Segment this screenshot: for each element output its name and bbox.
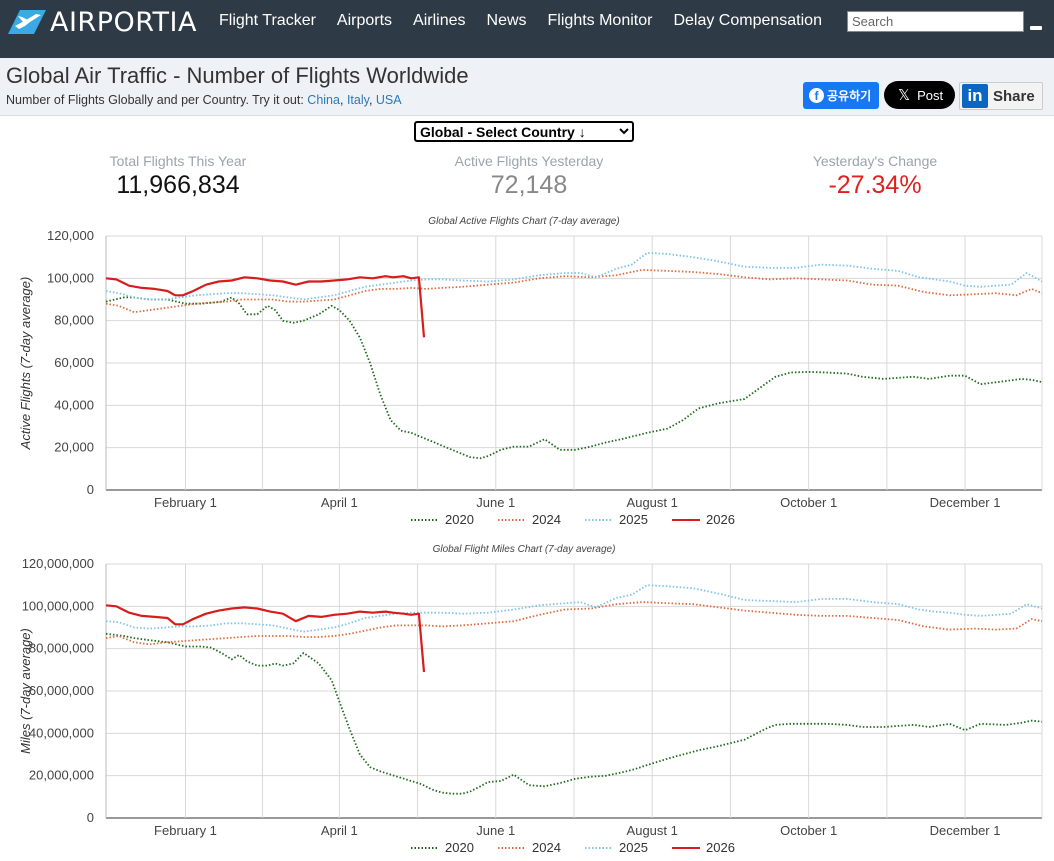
legend-item-2025[interactable]: 2025 [585,840,648,855]
y-axis-label: Active Flights (7-day average) [18,277,33,451]
y-tick-label: 20,000 [54,440,94,455]
y-tick-label: 0 [87,482,94,497]
x-tick-label: August 1 [627,495,678,510]
series-line-2026[interactable] [105,604,426,673]
legend-label: 2024 [532,840,561,855]
legend-label: 2020 [445,840,474,855]
stat-label: Yesterday's Change [812,153,938,169]
y-tick-label: 120,000 [47,228,94,243]
series-line-2025[interactable] [105,584,1043,633]
y-tick-label: 40,000,000 [29,725,94,740]
x-icon: 𝕏 [898,87,911,104]
country-select[interactable]: Global - Select Country ↓ [414,121,634,142]
legend-label: 2025 [619,512,648,527]
series-line-2024[interactable] [105,601,1043,646]
x-tick-label: June 1 [476,823,515,838]
x-tick-label: June 1 [476,495,515,510]
x-tick-label: February 1 [154,495,217,510]
stat-value: -27.34% [828,171,922,199]
legend-label: 2026 [706,512,735,527]
brand-name: AIRPORTIA [50,6,197,38]
x-post-button[interactable]: 𝕏 Post [884,81,955,109]
top-nav-bar: AIRPORTIA Flight Tracker Airports Airlin… [0,0,1054,58]
series-line-2026[interactable] [105,275,426,338]
nav-airlines[interactable]: Airlines [413,12,466,29]
x-tick-label: February 1 [154,823,217,838]
series-line-2020[interactable] [105,632,1043,795]
airplane-logo-icon [8,10,46,34]
stat-active-yesterday: Active Flights Yesterday 72,148 [409,153,649,200]
nav-news[interactable]: News [486,12,527,29]
facebook-icon: f [809,88,824,103]
chart-title: Global Active Flights Chart (7-day avera… [428,216,619,227]
x-tick-label: April 1 [321,495,358,510]
linkedin-share-button[interactable]: in Share [959,82,1043,110]
x-tick-label: August 1 [627,823,678,838]
link-china[interactable]: China [307,93,340,107]
link-italy[interactable]: Italy [346,93,369,107]
nav-flight-tracker[interactable]: Flight Tracker [219,12,316,29]
legend-item-2020[interactable]: 2020 [411,840,474,855]
y-tick-label: 100,000 [47,270,94,285]
chart-grid [105,235,1043,491]
legend-label: 2026 [706,840,735,855]
legend-item-2026[interactable]: 2026 [672,840,735,855]
x-tick-label: December 1 [930,823,1001,838]
y-axis-label: Miles (7-day average) [18,628,33,754]
chart-title: Global Flight Miles Chart (7-day average… [433,544,616,555]
link-usa[interactable]: USA [375,93,402,107]
stat-value: 72,148 [490,171,568,199]
linkedin-icon: in [962,84,988,108]
nav-flights-monitor[interactable]: Flights Monitor [547,12,653,29]
legend-label: 2024 [532,512,561,527]
y-tick-label: 60,000 [54,355,94,370]
x-tick-label: October 1 [780,495,837,510]
stat-label: Active Flights Yesterday [454,153,604,169]
facebook-share-button[interactable]: f 공유하기 [803,82,879,109]
y-tick-label: 80,000 [54,313,94,328]
flight-miles-chart[interactable]: Global Flight Miles Chart (7-day average… [0,538,1054,860]
menu-icon[interactable] [1030,26,1042,30]
main-nav: Flight Tracker Airports Airlines News Fl… [219,12,843,30]
brand-logo[interactable]: AIRPORTIA [6,6,197,38]
legend-label: 2025 [619,840,648,855]
x-tick-label: April 1 [321,823,358,838]
nav-delay-compensation[interactable]: Delay Compensation [673,12,822,29]
stat-yesterday-change: Yesterday's Change -27.34% [755,153,995,200]
series-line-2024[interactable] [105,269,1043,314]
stat-label: Total Flights This Year [109,153,247,169]
stat-value: 11,966,834 [116,171,240,199]
search-input[interactable] [847,11,1024,32]
facebook-share-label: 공유하기 [827,89,872,103]
y-tick-label: 60,000,000 [29,683,94,698]
legend-item-2024[interactable]: 2024 [498,840,561,855]
legend-label: 2020 [445,512,474,527]
linkedin-share-label: Share [993,87,1035,105]
active-flights-chart[interactable]: Global Active Flights Chart (7-day avera… [0,210,1054,532]
y-tick-label: 80,000,000 [29,641,94,656]
legend-item-2024[interactable]: 2024 [498,512,561,527]
stat-total-flights: Total Flights This Year 11,966,834 [58,153,298,200]
series-line-2025[interactable] [105,252,1043,301]
title-bar: Global Air Traffic - Number of Flights W… [0,58,1054,116]
page-subtitle: Number of Flights Globally and per Count… [6,93,402,107]
legend-item-2026[interactable]: 2026 [672,512,735,527]
y-tick-label: 0 [87,810,94,825]
legend-item-2020[interactable]: 2020 [411,512,474,527]
x-post-label: Post [917,87,944,103]
y-tick-label: 20,000,000 [29,768,94,783]
x-tick-label: October 1 [780,823,837,838]
page-title: Global Air Traffic - Number of Flights W… [6,63,469,88]
subtitle-text: Number of Flights Globally and per Count… [6,93,304,107]
chart-grid [105,563,1043,819]
y-tick-label: 120,000,000 [22,556,94,571]
y-tick-label: 100,000,000 [22,598,94,613]
nav-airports[interactable]: Airports [336,12,393,29]
y-tick-label: 40,000 [54,397,94,412]
x-tick-label: December 1 [930,495,1001,510]
legend-item-2025[interactable]: 2025 [585,512,648,527]
